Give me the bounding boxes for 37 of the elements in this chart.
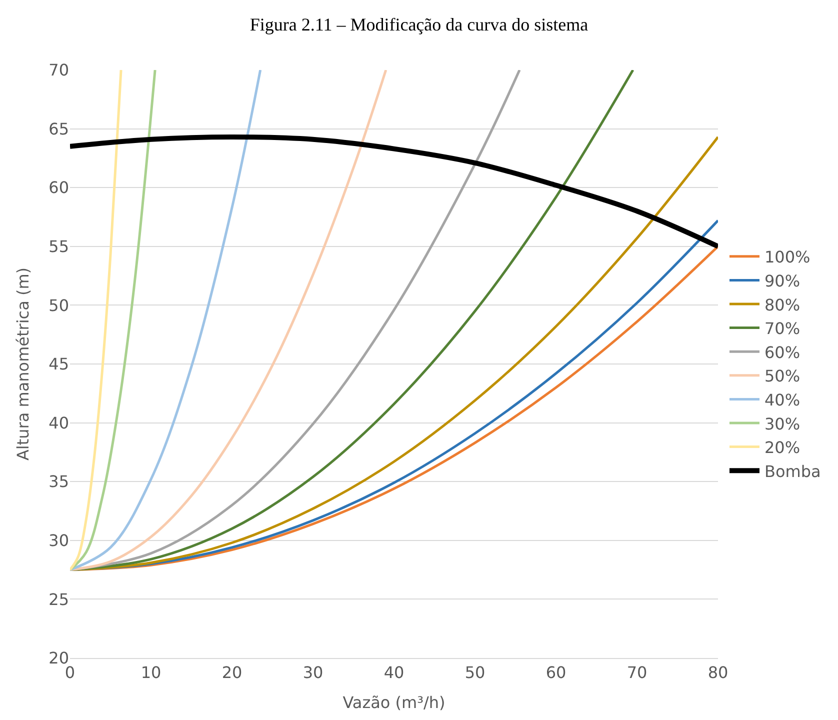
legend-label: 20%	[764, 438, 800, 458]
legend-label: 70%	[764, 319, 800, 338]
x-tick-label: 10	[140, 663, 162, 682]
x-axis-title: Vazão (m³/h)	[342, 692, 446, 712]
legend-label: 30%	[764, 414, 800, 434]
legend-label: 60%	[764, 342, 800, 362]
x-tick-label: 50	[464, 663, 486, 682]
x-tick-label: 60	[546, 663, 566, 682]
y-tick-label: 25	[48, 590, 69, 609]
y-tick-label: 65	[48, 119, 69, 138]
legend-label: 100%	[764, 248, 810, 267]
line-series	[70, 70, 122, 572]
legend-label: 90%	[764, 271, 800, 290]
y-tick-label: 55	[48, 237, 69, 256]
y-tick-label: 60	[48, 178, 69, 198]
line-series	[70, 70, 262, 572]
legend-label: 80%	[764, 295, 800, 314]
y-tick-label: 70	[48, 60, 69, 80]
y-tick-label: 50	[48, 296, 69, 315]
y-axis-title: Altura manométrica (m)	[14, 267, 33, 461]
x-tick-label: 0	[64, 663, 76, 682]
y-tick-label: 30	[48, 531, 69, 550]
line-series	[70, 70, 156, 572]
legend-label: Bomba	[764, 462, 821, 481]
legend-label: 50%	[764, 366, 800, 386]
x-tick-label: 70	[626, 663, 648, 682]
chart-title: Figura 2.11 – Modificação da curva do sistema	[250, 14, 588, 35]
x-tick-label: 20	[222, 663, 242, 682]
x-tick-label: 30	[302, 663, 324, 682]
y-tick-label: 45	[48, 354, 69, 374]
line-series	[70, 70, 388, 572]
y-tick-label: 40	[48, 413, 69, 432]
x-tick-label: 80	[708, 663, 728, 682]
x-tick-label: 40	[384, 663, 404, 682]
legend-label: 40%	[764, 390, 800, 410]
y-tick-label: 35	[48, 472, 69, 492]
line-series	[70, 70, 634, 572]
